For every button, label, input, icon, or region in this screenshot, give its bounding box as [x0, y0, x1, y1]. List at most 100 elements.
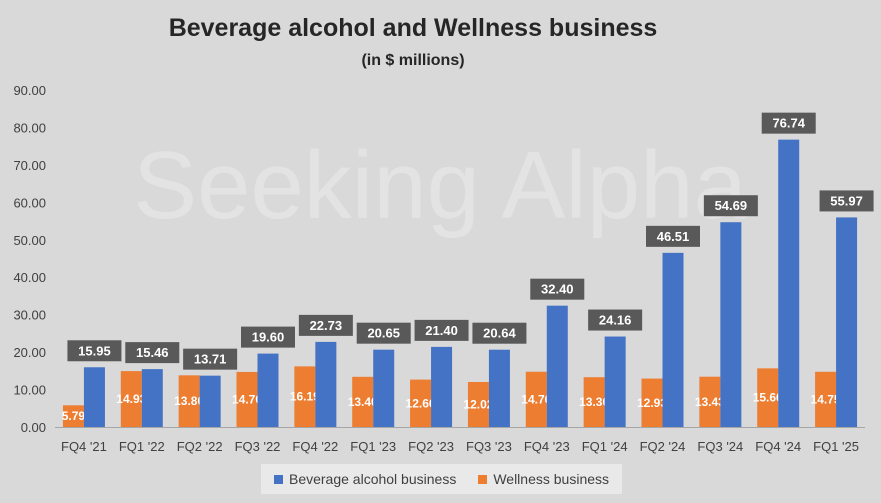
bar-beverage: [199, 375, 221, 427]
x-tick-label: FQ1 '24: [582, 439, 628, 454]
bar-wellness: [699, 376, 721, 427]
data-label-wellness: 14.75: [811, 392, 841, 406]
legend-item-beverage: Beverage alcohol business: [273, 471, 457, 487]
bar-beverage: [662, 252, 684, 427]
data-label-box-beverage: [588, 309, 643, 331]
bar-beverage: [546, 305, 568, 427]
data-label-box-beverage: [819, 190, 874, 212]
bar-wellness: [641, 378, 663, 427]
data-label-box-beverage: [472, 322, 527, 344]
data-label-wellness: 15.66: [753, 391, 783, 405]
bar-beverage: [373, 349, 395, 427]
bar-wellness: [120, 371, 142, 427]
data-label-beverage: 24.16: [599, 313, 632, 328]
chart-legend: Beverage alcohol business Wellness busin…: [261, 464, 622, 494]
data-label-beverage: 46.51: [657, 229, 690, 244]
y-tick-label: 30.00: [13, 308, 46, 323]
data-label-beverage: 20.65: [367, 326, 400, 341]
data-label-box-beverage: [646, 225, 700, 247]
data-label-wellness: 16.19: [290, 390, 320, 404]
legend-item-wellness: Wellness business: [478, 471, 609, 487]
data-label-box-beverage: [703, 195, 758, 217]
data-label-wellness: 14.76: [521, 392, 551, 406]
x-tick-label: FQ1 '22: [119, 439, 165, 454]
bar-wellness: [236, 371, 258, 427]
legend-label-wellness: Wellness business: [493, 471, 610, 487]
data-label-beverage: 15.46: [136, 345, 169, 360]
y-tick-label: 20.00: [13, 345, 46, 360]
y-tick-label: 80.00: [13, 120, 46, 135]
y-tick-label: 40.00: [13, 270, 46, 285]
legend-label-beverage: Beverage alcohol business: [288, 471, 457, 487]
bar-beverage: [83, 367, 105, 427]
bar-wellness: [757, 368, 779, 427]
data-label-box-beverage: [356, 322, 411, 344]
data-label-beverage: 22.73: [310, 318, 343, 333]
data-label-box-beverage: [125, 342, 180, 364]
legend-swatch-wellness: [478, 474, 488, 484]
bar-wellness: [583, 377, 605, 427]
bar-beverage: [431, 346, 453, 427]
data-label-wellness: 13.40: [348, 395, 378, 409]
legend-swatch-beverage: [273, 474, 283, 484]
x-tick-label: FQ4 '22: [292, 439, 338, 454]
bar-wellness: [410, 379, 432, 427]
data-label-box-beverage: [67, 340, 122, 362]
data-label-beverage: 54.69: [715, 198, 748, 213]
y-tick-label: 90.00: [13, 83, 46, 98]
data-label-wellness: 13.43: [695, 395, 725, 409]
x-tick-label: FQ2 '23: [408, 439, 454, 454]
data-label-wellness: 12.02: [463, 397, 493, 411]
watermark: Seeking Alpha: [133, 132, 747, 239]
data-label-beverage: 55.97: [830, 193, 863, 208]
bar-beverage: [720, 222, 742, 427]
bar-wellness: [178, 375, 200, 427]
bar-wellness: [815, 371, 837, 427]
bar-beverage: [778, 139, 800, 427]
bar-wellness: [352, 376, 374, 427]
data-label-beverage: 76.74: [772, 116, 805, 131]
data-label-beverage: 20.64: [483, 326, 516, 341]
x-tick-label: FQ2 '22: [177, 439, 223, 454]
chart-subtitle: (in $ millions): [361, 52, 465, 69]
x-tick-label: FQ1 '25: [813, 439, 859, 454]
bar-wellness: [467, 381, 489, 427]
x-tick-label: FQ3 '23: [466, 439, 512, 454]
bar-beverage: [604, 336, 626, 427]
data-label-box-beverage: [761, 112, 816, 134]
y-tick-label: 50.00: [13, 233, 46, 248]
data-label-beverage: 21.40: [425, 323, 458, 338]
bar-wellness: [294, 366, 316, 427]
data-label-box-beverage: [530, 278, 585, 300]
bar-beverage: [315, 341, 337, 427]
y-tick-label: 0.00: [21, 420, 46, 435]
data-label-wellness: 14.70: [232, 392, 262, 406]
x-tick-label: FQ3 '22: [235, 439, 281, 454]
data-label-beverage: 15.95: [78, 343, 111, 358]
x-tick-label: FQ3 '24: [697, 439, 743, 454]
y-tick-label: 10.00: [13, 383, 46, 398]
chart-title: Beverage alcohol and Wellness business: [168, 14, 658, 42]
bar-beverage: [836, 217, 858, 427]
x-tick-label: FQ4 '24: [755, 439, 801, 454]
bar-wellness: [62, 405, 84, 427]
data-label-wellness: 13.30: [579, 395, 609, 409]
data-label-beverage: 13.71: [194, 352, 227, 367]
data-label-box-beverage: [298, 314, 353, 336]
bar-wellness: [525, 371, 547, 427]
data-label-wellness: 12.66: [406, 396, 436, 410]
bar-beverage: [141, 369, 163, 427]
x-tick-label: FQ4 '21: [61, 439, 107, 454]
x-tick-label: FQ4 '23: [524, 439, 570, 454]
bar-beverage: [488, 349, 510, 427]
data-label-box-beverage: [414, 319, 469, 341]
y-tick-label: 70.00: [13, 158, 46, 173]
data-label-box-beverage: [183, 348, 238, 370]
data-label-wellness: 14.93: [116, 392, 146, 406]
data-label-wellness: 5.79: [62, 409, 86, 423]
data-label-beverage: 19.60: [252, 330, 285, 345]
data-label-wellness: 12.93: [637, 396, 667, 410]
bar-beverage: [257, 353, 279, 427]
